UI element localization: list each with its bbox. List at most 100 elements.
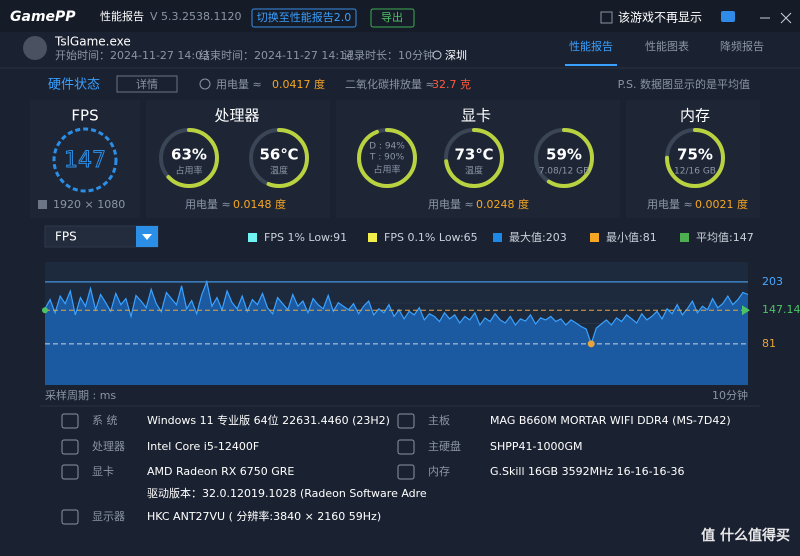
power-label: 用电量 ≈ (185, 198, 231, 211)
memory-panel (626, 100, 760, 218)
legend-label: 平均值:147 (696, 231, 754, 244)
note: P.S. 数据图显示的是平均值 (618, 77, 750, 91)
info-value: Windows 11 专业版 64位 22631.4460 (23H2) (147, 413, 390, 427)
panel-title: 处理器 (214, 107, 259, 125)
legend-swatch (590, 233, 599, 242)
dropdown-caret[interactable] (142, 234, 152, 240)
power-value: 0.0021 度 (695, 197, 748, 211)
info-value: Intel Core i5-12400F (147, 440, 259, 453)
legend-swatch (680, 233, 689, 242)
gauge-arc (534, 128, 594, 188)
gauge-arc (357, 128, 417, 188)
power-label: 用电量 ≈ (216, 78, 262, 91)
info-icon (397, 439, 415, 455)
co2-label: 二氧化碳排放量 ≈ (345, 77, 435, 91)
info-value: MAG B660M MORTAR WIFI DDR4 (MS-7D42) (490, 414, 731, 427)
reference-label: 203 (762, 275, 783, 288)
gauge-value: 73℃ (454, 146, 493, 164)
gauge-caption: 7.08/12 GB (539, 167, 590, 177)
panel-title: 显卡 (461, 107, 491, 125)
details-button[interactable] (116, 75, 178, 93)
gauge-arc (444, 128, 504, 188)
info-label: 内存 (428, 464, 450, 478)
power-label: 用电量 ≈ (647, 198, 693, 211)
reference-label: 81 (762, 337, 776, 350)
details-button-label[interactable]: 详情 (136, 77, 158, 91)
tab[interactable]: 性能图表 (645, 39, 689, 53)
switch-button-label[interactable]: 切换至性能报告2.0 (257, 10, 352, 24)
info-icon (61, 509, 79, 525)
avg-marker (742, 305, 750, 316)
location-icon (432, 50, 442, 60)
info-label: 系 统 (92, 414, 118, 427)
gauge-value: T : 90% (369, 153, 405, 163)
version: V 5.3.2538.1120 (150, 10, 242, 23)
co2-value: 32.7 克 (432, 78, 471, 91)
info-value: HKC ANT27VU ( 分辨率:3840 × 2160 59Hz) (147, 509, 381, 523)
x-axis-label: 采样周期 : ms (45, 388, 116, 402)
summary-title: 硬件状态 (48, 78, 100, 93)
info-value: AMD Radeon RX 6750 GRE (147, 465, 294, 478)
camera-icon[interactable] (721, 11, 735, 22)
power-value: 0.0148 度 (233, 197, 286, 211)
info-value: SHPP41-1000GM (490, 440, 583, 453)
gpu-panel (336, 100, 620, 218)
power-icon (199, 78, 211, 90)
start-time: 开始时间：2024-11-27 14:03 (55, 48, 209, 62)
logo: GamePP (10, 9, 76, 25)
gauge-arc (665, 128, 725, 188)
fps-panel (30, 100, 140, 218)
close-button[interactable] (780, 12, 792, 24)
info-icon (61, 464, 79, 480)
info-driver: 驱动版本：32.0.12019.1028 (Radeon Software Ad… (147, 486, 427, 500)
gauge-caption: 占用率 (373, 164, 400, 176)
legend-swatch (493, 233, 502, 242)
export-button[interactable] (370, 8, 415, 28)
end-time: 结束时间：2024-11-27 14:14 (199, 49, 353, 62)
location: 深圳 (445, 49, 467, 62)
power-label: 用电量 ≈ (428, 198, 474, 211)
resolution: 1920 × 1080 (53, 198, 125, 211)
info-value: G.Skill 16GB 3592MHz 16-16-16-36 (490, 465, 685, 478)
reference-label: 147.14 (762, 303, 800, 316)
export-button-label[interactable]: 导出 (381, 10, 403, 24)
gauge-value: 56℃ (259, 146, 298, 164)
metric-dropdown-label[interactable]: FPS (55, 230, 77, 244)
gauge-value: 59% (546, 146, 582, 164)
switch-button[interactable] (251, 8, 357, 28)
fps-line (44, 279, 749, 346)
legend-swatch (368, 233, 377, 242)
game-name: TslGame.exe (54, 35, 131, 49)
legend-label: 最大值:203 (509, 230, 567, 244)
gauge-caption: 温度 (465, 165, 483, 177)
duration: 记录时长：10分钟 (343, 48, 434, 62)
power-value: 0.0417 度 (272, 77, 325, 91)
tab[interactable]: 性能报告 (569, 39, 613, 53)
hide-checkbox-label[interactable]: 该游戏不再显示 (618, 11, 702, 25)
x-axis-end: 10分钟 (712, 388, 748, 402)
info-icon (397, 464, 415, 480)
cpu-panel (146, 100, 330, 218)
info-label: 主板 (428, 413, 450, 427)
gauge-caption: 温度 (270, 165, 288, 177)
tab[interactable]: 降频报告 (720, 39, 764, 53)
info-icon (61, 413, 79, 429)
avg-marker (42, 307, 48, 314)
watermark: 值 什么值得买 (701, 527, 790, 544)
panel-title: 内存 (680, 107, 710, 125)
panel-title: FPS (71, 107, 98, 125)
gauge-caption: 占用率 (175, 165, 202, 177)
section: 性能报告 (100, 9, 144, 23)
legend-label: 最小值:81 (606, 231, 657, 244)
info-label: 显卡 (92, 465, 114, 478)
resolution-icon (38, 200, 47, 209)
hide-checkbox[interactable] (600, 11, 613, 24)
game-avatar (23, 36, 47, 60)
info-label: 主硬盘 (428, 439, 461, 453)
legend-swatch (248, 233, 257, 242)
info-label: 处理器 (92, 440, 125, 453)
legend-label: FPS 1% Low:91 (264, 231, 347, 244)
info-label: 显示器 (92, 510, 125, 523)
gauge-arc (159, 128, 219, 188)
